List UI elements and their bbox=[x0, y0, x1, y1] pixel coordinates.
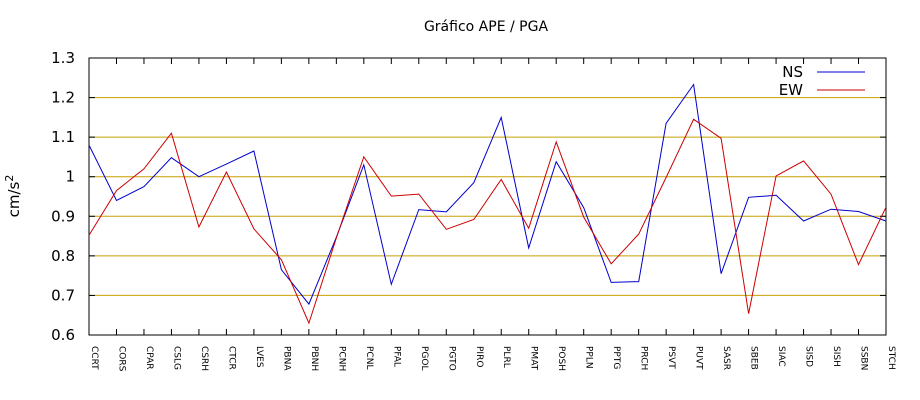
grid-lines bbox=[89, 97, 886, 296]
x-tick-label: PIRO bbox=[474, 346, 484, 367]
x-tick-label: SSBN bbox=[859, 346, 869, 370]
x-tick-label: SIAC bbox=[776, 346, 786, 367]
series-line-ns bbox=[88, 83, 887, 306]
x-tick-label: SASR bbox=[721, 346, 731, 370]
x-tick-label: PGOL bbox=[419, 346, 429, 371]
x-tick-label: SISH bbox=[831, 346, 841, 367]
x-tick-label: STCH bbox=[886, 346, 896, 370]
x-tick-label: LVES bbox=[254, 346, 264, 368]
y-tick-label: 1.3 bbox=[51, 49, 75, 67]
x-tick-label: PCNL bbox=[364, 346, 374, 369]
chart-title: Gráfico APE / PGA bbox=[424, 19, 548, 35]
x-tick-label: PCNH bbox=[336, 346, 346, 371]
x-tick-label: CCRT bbox=[89, 346, 99, 370]
y-tick-label: 0.8 bbox=[51, 247, 75, 265]
x-tick-label: PUVT bbox=[694, 346, 704, 370]
y-tick-label: 1 bbox=[65, 168, 75, 186]
y-tick-label: 0.7 bbox=[51, 286, 75, 304]
plot-area-border bbox=[88, 57, 887, 336]
y-tick-label: 1.2 bbox=[51, 89, 75, 107]
y-tick-label: 1.1 bbox=[51, 128, 75, 146]
series-line-ew bbox=[88, 118, 887, 325]
x-tick-label: SBEB bbox=[749, 346, 759, 370]
series-lines bbox=[88, 83, 887, 325]
y-axis-label: cm/s2 bbox=[3, 175, 23, 218]
x-axis-ticks: CCRT CORS CPAR CSLG CSRH CTCR LVES PBNA PBNH PCNH… bbox=[88, 58, 896, 372]
y-tick-label: 0.9 bbox=[51, 207, 75, 225]
x-tick-label: CSLG bbox=[171, 346, 181, 370]
y-tick-label: 0.6 bbox=[51, 326, 75, 344]
x-tick-label: PMAT bbox=[529, 346, 539, 371]
legend-label: NS bbox=[782, 63, 803, 81]
x-tick-label: PLRL bbox=[501, 346, 511, 368]
x-tick-label: SISD bbox=[804, 346, 814, 367]
legend-label: EW bbox=[779, 81, 803, 99]
x-tick-label: CORS bbox=[116, 346, 126, 372]
x-tick-label: PGTO bbox=[446, 346, 456, 371]
x-tick-label: POSH bbox=[556, 346, 566, 371]
x-tick-label: CPAR bbox=[144, 346, 154, 370]
x-tick-label: PBNA bbox=[281, 346, 291, 371]
x-tick-label: PPLN bbox=[584, 346, 594, 369]
x-tick-label: PRCH bbox=[639, 346, 649, 370]
x-tick-label: PSVT bbox=[666, 346, 676, 369]
y-axis-ticks: 0.6 0.7 0.8 0.9 1 1.1 1.2 1.3 bbox=[51, 49, 886, 344]
x-tick-label: CSRH bbox=[199, 346, 209, 371]
y-axis-label-text: cm/s bbox=[5, 181, 23, 217]
x-tick-label: PPTG bbox=[611, 346, 621, 369]
y-axis-label-superscript: 2 bbox=[3, 175, 16, 182]
x-tick-label: PFAL bbox=[391, 346, 401, 367]
x-tick-label: CTCR bbox=[226, 346, 236, 370]
x-tick-label: PBNH bbox=[309, 346, 319, 371]
